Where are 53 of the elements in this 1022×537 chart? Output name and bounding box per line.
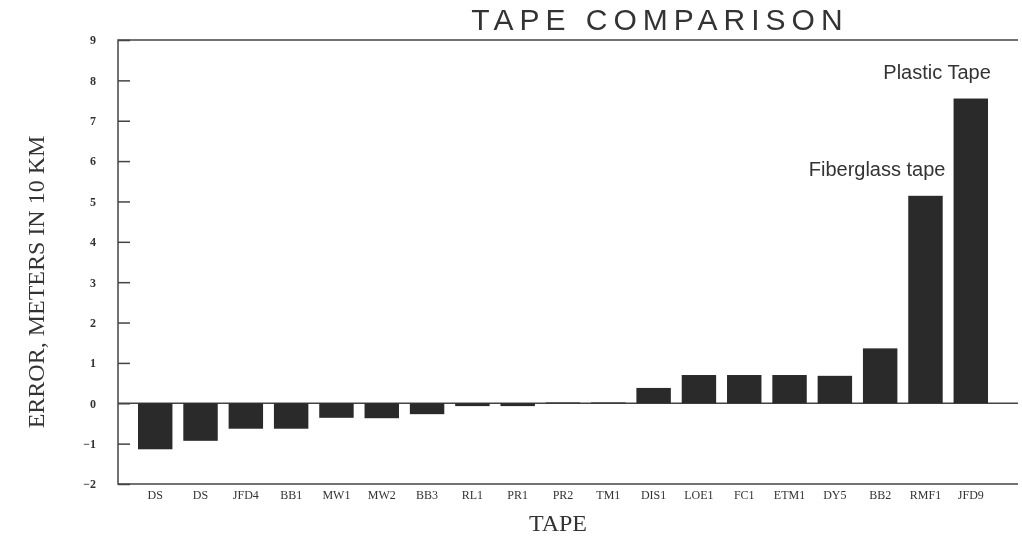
y-tick-label: 7: [90, 114, 96, 129]
annotation: Fiberglass tape: [808, 157, 946, 180]
y-tick-label: 2: [90, 315, 96, 330]
bar: [908, 195, 943, 404]
bar: [953, 98, 988, 404]
y-tick-label: 8: [90, 73, 96, 88]
bar: [500, 403, 535, 407]
x-tick-label: DS: [192, 487, 209, 502]
bar: [409, 403, 445, 415]
bar: [862, 348, 898, 404]
x-tick-label: TM1: [596, 487, 621, 502]
x-tick-label: JFD4: [232, 487, 259, 502]
x-tick-label: RMF1: [909, 487, 942, 502]
bar: [727, 375, 762, 404]
x-tick-label: PR2: [552, 487, 574, 502]
y-tick-label: 4: [90, 235, 96, 250]
y-tick-label: 3: [90, 275, 96, 290]
x-tick-label: PR1: [507, 487, 529, 502]
bar: [455, 403, 490, 407]
y-axis-title: ERROR, METERS IN 10 KM: [23, 135, 49, 429]
bar: [636, 387, 671, 404]
bar: [138, 403, 173, 450]
y-tick-label: −1: [83, 436, 96, 451]
y-tick-label: 0: [90, 396, 96, 411]
x-tick-label: ETM1: [773, 487, 806, 502]
x-tick-label: FC1: [733, 487, 755, 502]
bar: [183, 403, 218, 441]
bar: [681, 375, 717, 404]
bar: [772, 375, 807, 404]
x-tick-label: JFD9: [957, 487, 984, 502]
x-tick-label: DS: [147, 487, 163, 502]
x-axis-title: TAPE: [528, 510, 588, 536]
x-tick-label: DY5: [823, 487, 847, 502]
bar: [228, 403, 264, 429]
x-tick-label: LOE1: [684, 487, 714, 502]
x-tick-label: MW2: [367, 487, 396, 502]
x-tick-label: DIS1: [640, 487, 667, 502]
x-tick-label: BB1: [280, 487, 303, 502]
bar: [364, 403, 399, 419]
x-tick-label: RL1: [461, 487, 484, 502]
annotation: Plastic Tape: [883, 60, 991, 83]
y-tick-label: 5: [90, 194, 96, 209]
y-tick-label: 1: [90, 356, 96, 371]
bar: [273, 403, 309, 429]
bar: [817, 375, 853, 404]
y-tick-label: −2: [83, 477, 96, 492]
y-tick-label: 9: [90, 33, 96, 48]
x-tick-label: BB2: [869, 487, 892, 502]
bar: [319, 403, 354, 418]
y-tick-label: 6: [90, 154, 96, 169]
chart-title: TAPE COMPARISON: [471, 3, 849, 36]
x-tick-label: MW1: [322, 487, 351, 502]
x-tick-label: BB3: [416, 487, 439, 502]
